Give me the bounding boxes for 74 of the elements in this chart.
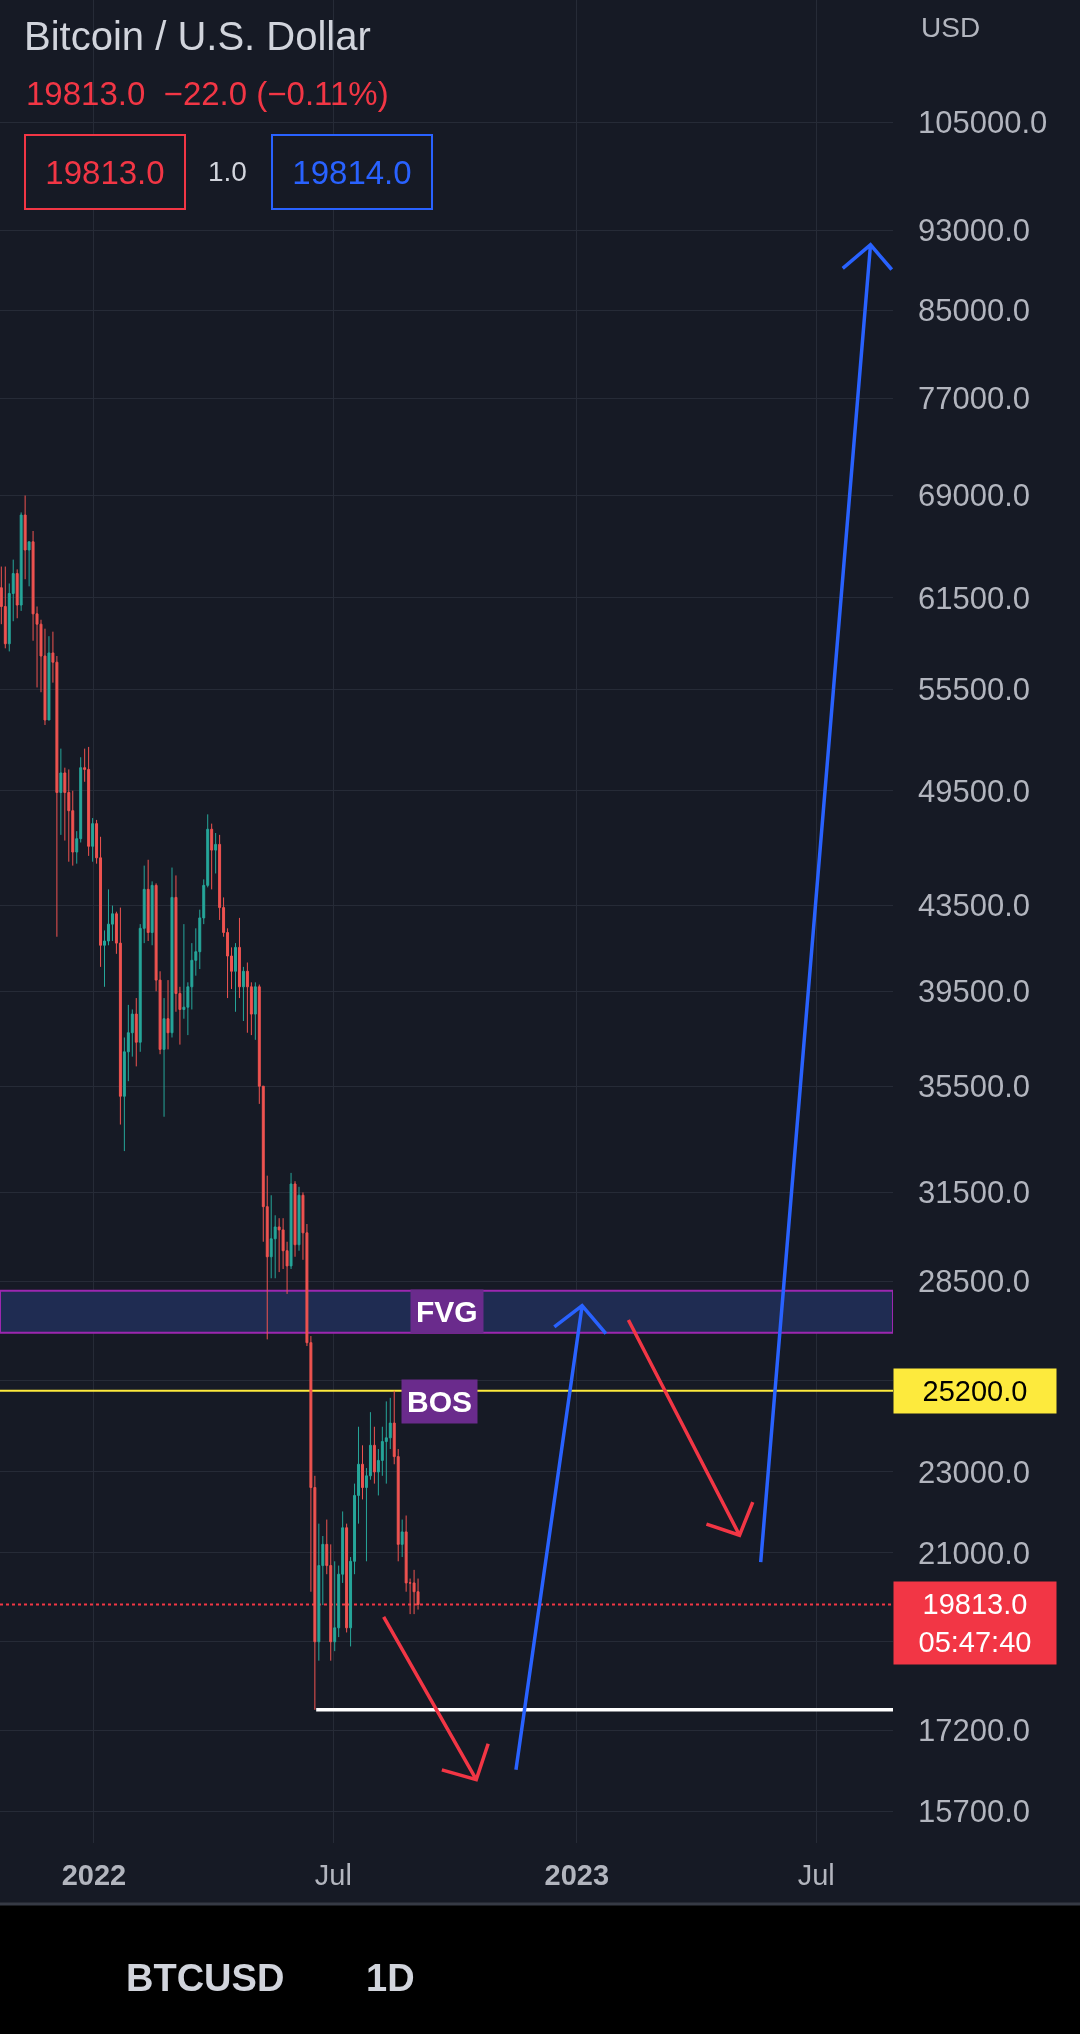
y-tick-label: 31500.0 bbox=[918, 1175, 1031, 1211]
candlestick bbox=[412, 1569, 416, 1615]
candlestick bbox=[297, 1186, 301, 1252]
y-tick-label: 93000.0 bbox=[918, 213, 1031, 249]
annotation: BOS bbox=[407, 1385, 473, 1418]
candlestick bbox=[210, 823, 214, 890]
candlestick bbox=[19, 511, 23, 612]
text: 19813.0 −22.0 (−0.11%) bbox=[26, 75, 389, 112]
line-series bbox=[514, 1303, 608, 1772]
candlestick bbox=[277, 1217, 281, 1273]
candlestick bbox=[361, 1444, 364, 1500]
line-series bbox=[381, 1615, 490, 1782]
y-tick-label: 85000.0 bbox=[918, 293, 1031, 329]
y-tick-label: 55500.0 bbox=[918, 671, 1031, 707]
x-tick-label: Jul bbox=[314, 1859, 352, 1891]
candlestick bbox=[317, 1523, 321, 1662]
ref-line-label: 19813.0 05:47:40 bbox=[918, 1588, 1032, 1658]
candlestick bbox=[87, 746, 91, 857]
candlestick bbox=[241, 966, 245, 1022]
candlestick bbox=[253, 981, 257, 1041]
candlestick bbox=[47, 635, 51, 721]
candlestick bbox=[67, 768, 71, 863]
y-tick-label: 77000.0 bbox=[918, 380, 1031, 416]
x-tick-label: 2022 bbox=[61, 1859, 127, 1891]
annotation: 19813.0 bbox=[45, 153, 165, 191]
y-tick-label: 21000.0 bbox=[918, 1535, 1031, 1571]
band-label: FVG bbox=[416, 1295, 478, 1328]
candlestick bbox=[170, 867, 174, 1038]
candlestick bbox=[59, 748, 63, 836]
annotation: 1.0 bbox=[208, 156, 247, 187]
candlestick bbox=[345, 1523, 349, 1633]
candlestick bbox=[234, 942, 237, 1013]
text: 1D bbox=[366, 1957, 415, 1999]
candlestick bbox=[146, 859, 150, 942]
candlestick bbox=[150, 880, 154, 946]
y-tick-label: 15700.0 bbox=[918, 1794, 1031, 1830]
y-tick-label: 35500.0 bbox=[918, 1069, 1031, 1105]
y-tick-label: 17200.0 bbox=[918, 1713, 1031, 1749]
candlestick bbox=[214, 832, 218, 874]
candlestick bbox=[134, 997, 138, 1067]
y-tick-label: 28500.0 bbox=[918, 1264, 1031, 1300]
y-tick-label: 39500.0 bbox=[918, 974, 1031, 1010]
text: BTCUSD bbox=[126, 1957, 285, 1999]
y-tick-label: 61500.0 bbox=[918, 580, 1031, 616]
x-tick-label: 2023 bbox=[544, 1859, 610, 1891]
candlestick bbox=[400, 1519, 404, 1558]
x-tick-label: Jul bbox=[797, 1859, 835, 1891]
annotation: 19814.0 bbox=[292, 153, 412, 191]
candlestick bbox=[91, 817, 95, 863]
candlestick bbox=[245, 962, 249, 1034]
y-tick-label: 23000.0 bbox=[918, 1454, 1031, 1490]
y-tick-label: 69000.0 bbox=[918, 478, 1031, 514]
text: USD bbox=[921, 12, 981, 43]
candlestick bbox=[237, 917, 241, 999]
candlestick bbox=[372, 1426, 376, 1485]
y-tick-label: 105000.0 bbox=[918, 105, 1048, 141]
candlestick bbox=[166, 979, 170, 1050]
candlestick bbox=[15, 568, 19, 619]
candlestick bbox=[118, 907, 122, 1126]
y-tick-label: 49500.0 bbox=[918, 773, 1031, 809]
y-tick-label: 43500.0 bbox=[918, 888, 1031, 924]
candlestick bbox=[27, 541, 31, 587]
candlestick bbox=[162, 997, 166, 1118]
candlestick bbox=[269, 1194, 273, 1279]
candlestick bbox=[289, 1172, 293, 1270]
line-series bbox=[626, 1318, 755, 1537]
candlestick bbox=[333, 1560, 337, 1652]
ref-line-label: 25200.0 bbox=[922, 1375, 1028, 1407]
candlestick bbox=[3, 566, 7, 649]
candlestick bbox=[23, 495, 27, 580]
candlestick bbox=[384, 1400, 388, 1485]
chart-title: Bitcoin / U.S. Dollar bbox=[24, 14, 371, 58]
candlestick bbox=[293, 1180, 297, 1258]
line-series bbox=[758, 243, 893, 1564]
